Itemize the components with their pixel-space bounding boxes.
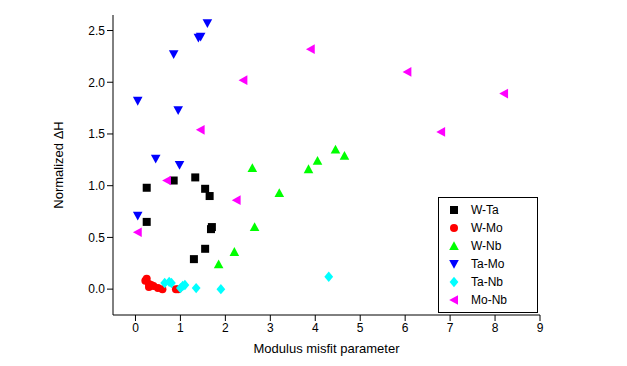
svg-text:6: 6	[402, 321, 409, 335]
svg-text:Normalized ΔH: Normalized ΔH	[51, 121, 66, 208]
svg-text:0.0: 0.0	[88, 282, 105, 296]
svg-text:5: 5	[357, 321, 364, 335]
svg-text:Modulus misfit parameter: Modulus misfit parameter	[254, 341, 401, 356]
html-text:Ta-Mo: Ta-Mo	[471, 257, 505, 271]
html-text:W-Ta: W-Ta	[471, 203, 499, 217]
svg-text:2.5: 2.5	[88, 24, 105, 38]
svg-text:7: 7	[447, 321, 454, 335]
html-text:W-Nb: W-Nb	[471, 239, 502, 253]
svg-text:3: 3	[267, 321, 274, 335]
svg-text:0.5: 0.5	[88, 231, 105, 245]
svg-text:4: 4	[312, 321, 319, 335]
svg-text:1: 1	[177, 321, 184, 335]
svg-text:1.5: 1.5	[88, 127, 105, 141]
svg-text:9: 9	[537, 321, 544, 335]
svg-text:2: 2	[222, 321, 229, 335]
svg-text:0: 0	[132, 321, 139, 335]
svg-text:2.0: 2.0	[88, 76, 105, 90]
html-text:Mo-Nb: Mo-Nb	[471, 293, 507, 307]
html-text:W-Mo: W-Mo	[471, 221, 503, 235]
svg-text:8: 8	[492, 321, 499, 335]
svg-text:1.0: 1.0	[88, 179, 105, 193]
html-text:Ta-Nb: Ta-Nb	[471, 275, 503, 289]
